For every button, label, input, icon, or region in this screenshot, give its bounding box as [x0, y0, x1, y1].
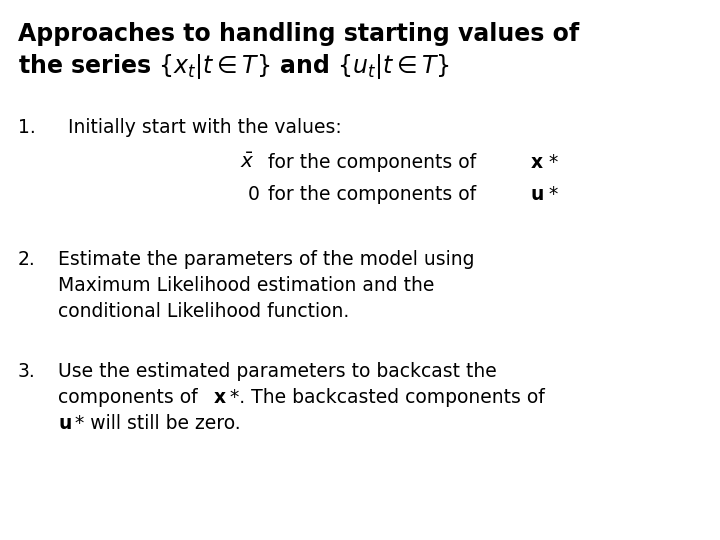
Text: for the components of: for the components of: [268, 153, 482, 172]
Text: Initially start with the values:: Initially start with the values:: [68, 118, 342, 137]
Text: Maximum Likelihood estimation and the: Maximum Likelihood estimation and the: [58, 276, 434, 295]
Text: Approaches to handling starting values of: Approaches to handling starting values o…: [18, 22, 580, 46]
Text: 2.: 2.: [18, 250, 36, 269]
Text: $\mathbf{x}$: $\mathbf{x}$: [213, 388, 227, 407]
Text: components of: components of: [58, 388, 204, 407]
Text: $\mathbf{u}$: $\mathbf{u}$: [530, 185, 544, 204]
Text: *: *: [548, 185, 557, 204]
Text: * will still be zero.: * will still be zero.: [75, 414, 240, 433]
Text: *. The backcasted components of: *. The backcasted components of: [230, 388, 545, 407]
Text: $\mathbf{x}$: $\mathbf{x}$: [530, 153, 544, 172]
Text: 3.: 3.: [18, 362, 36, 381]
Text: for the components of: for the components of: [268, 185, 482, 204]
Text: $0$: $0$: [247, 185, 260, 204]
Text: *: *: [548, 153, 557, 172]
Text: 1.: 1.: [18, 118, 36, 137]
Text: the series $\{\mathit{x}_t|t \in T\}$ and $\{\mathit{u}_t|t \in T\}$: the series $\{\mathit{x}_t|t \in T\}$ an…: [18, 52, 450, 81]
Text: Use the estimated parameters to backcast the: Use the estimated parameters to backcast…: [58, 362, 497, 381]
Text: Estimate the parameters of the model using: Estimate the parameters of the model usi…: [58, 250, 474, 269]
Text: conditional Likelihood function.: conditional Likelihood function.: [58, 302, 349, 321]
Text: $\mathbf{u}$: $\mathbf{u}$: [58, 414, 72, 433]
Text: $\bar{x}$: $\bar{x}$: [240, 153, 255, 172]
